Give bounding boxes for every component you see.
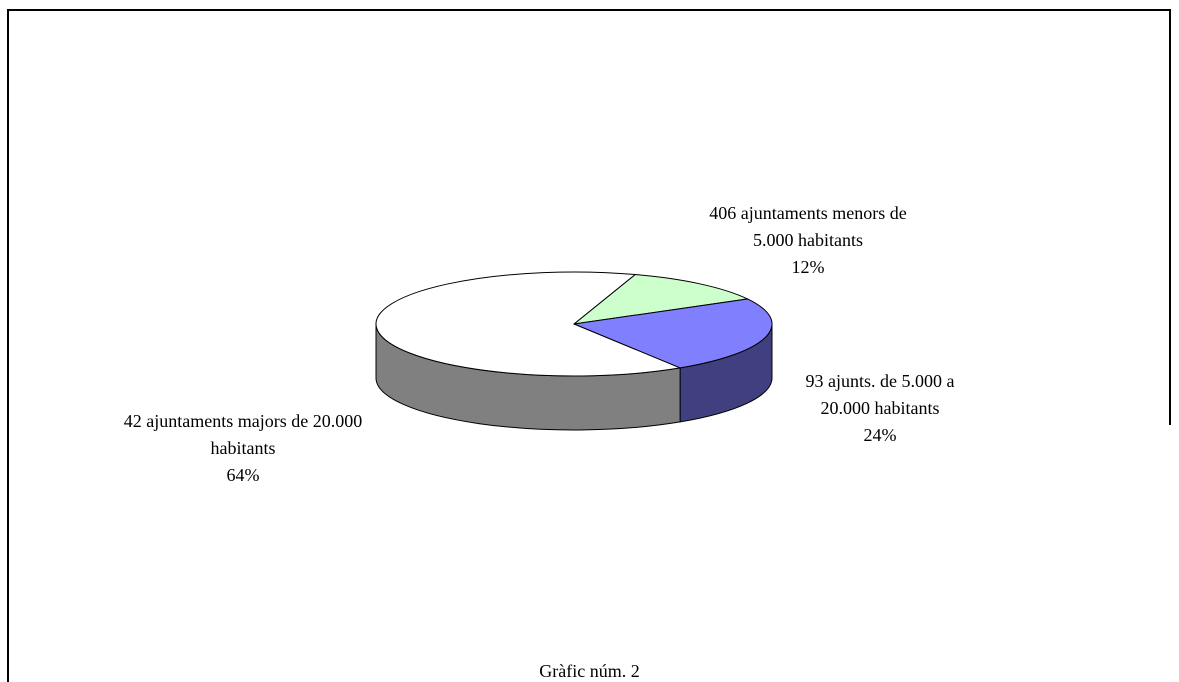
slice-label: 93 ajunts. de 5.000 a 20.000 habitants 24… [795,368,965,449]
slice-label: 406 ajuntaments menors de 5.000 habitant… [691,200,926,281]
pie-slice [572,298,773,369]
value-label: 24% [863,425,897,445]
pie-slice [572,274,750,325]
category-label: 93 ajunts. de 5.000 a 20.000 habitants [805,371,955,418]
pie-slice [375,271,682,377]
frame [7,9,1171,682]
value-label: 64% [226,465,260,485]
value-label: 12% [791,257,825,277]
category-label: 406 ajuntaments menors de 5.000 habitant… [709,203,907,250]
category-label: 42 ajuntaments majors de 20.000 habitant… [123,411,363,458]
slice-label: 42 ajuntaments majors de 20.000 habitant… [123,408,363,489]
chart-title: Gràfic núm. 2 [539,661,640,681]
